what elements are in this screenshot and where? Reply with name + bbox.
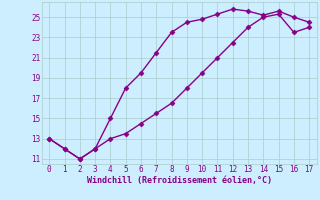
X-axis label: Windchill (Refroidissement éolien,°C): Windchill (Refroidissement éolien,°C) xyxy=(87,176,272,185)
